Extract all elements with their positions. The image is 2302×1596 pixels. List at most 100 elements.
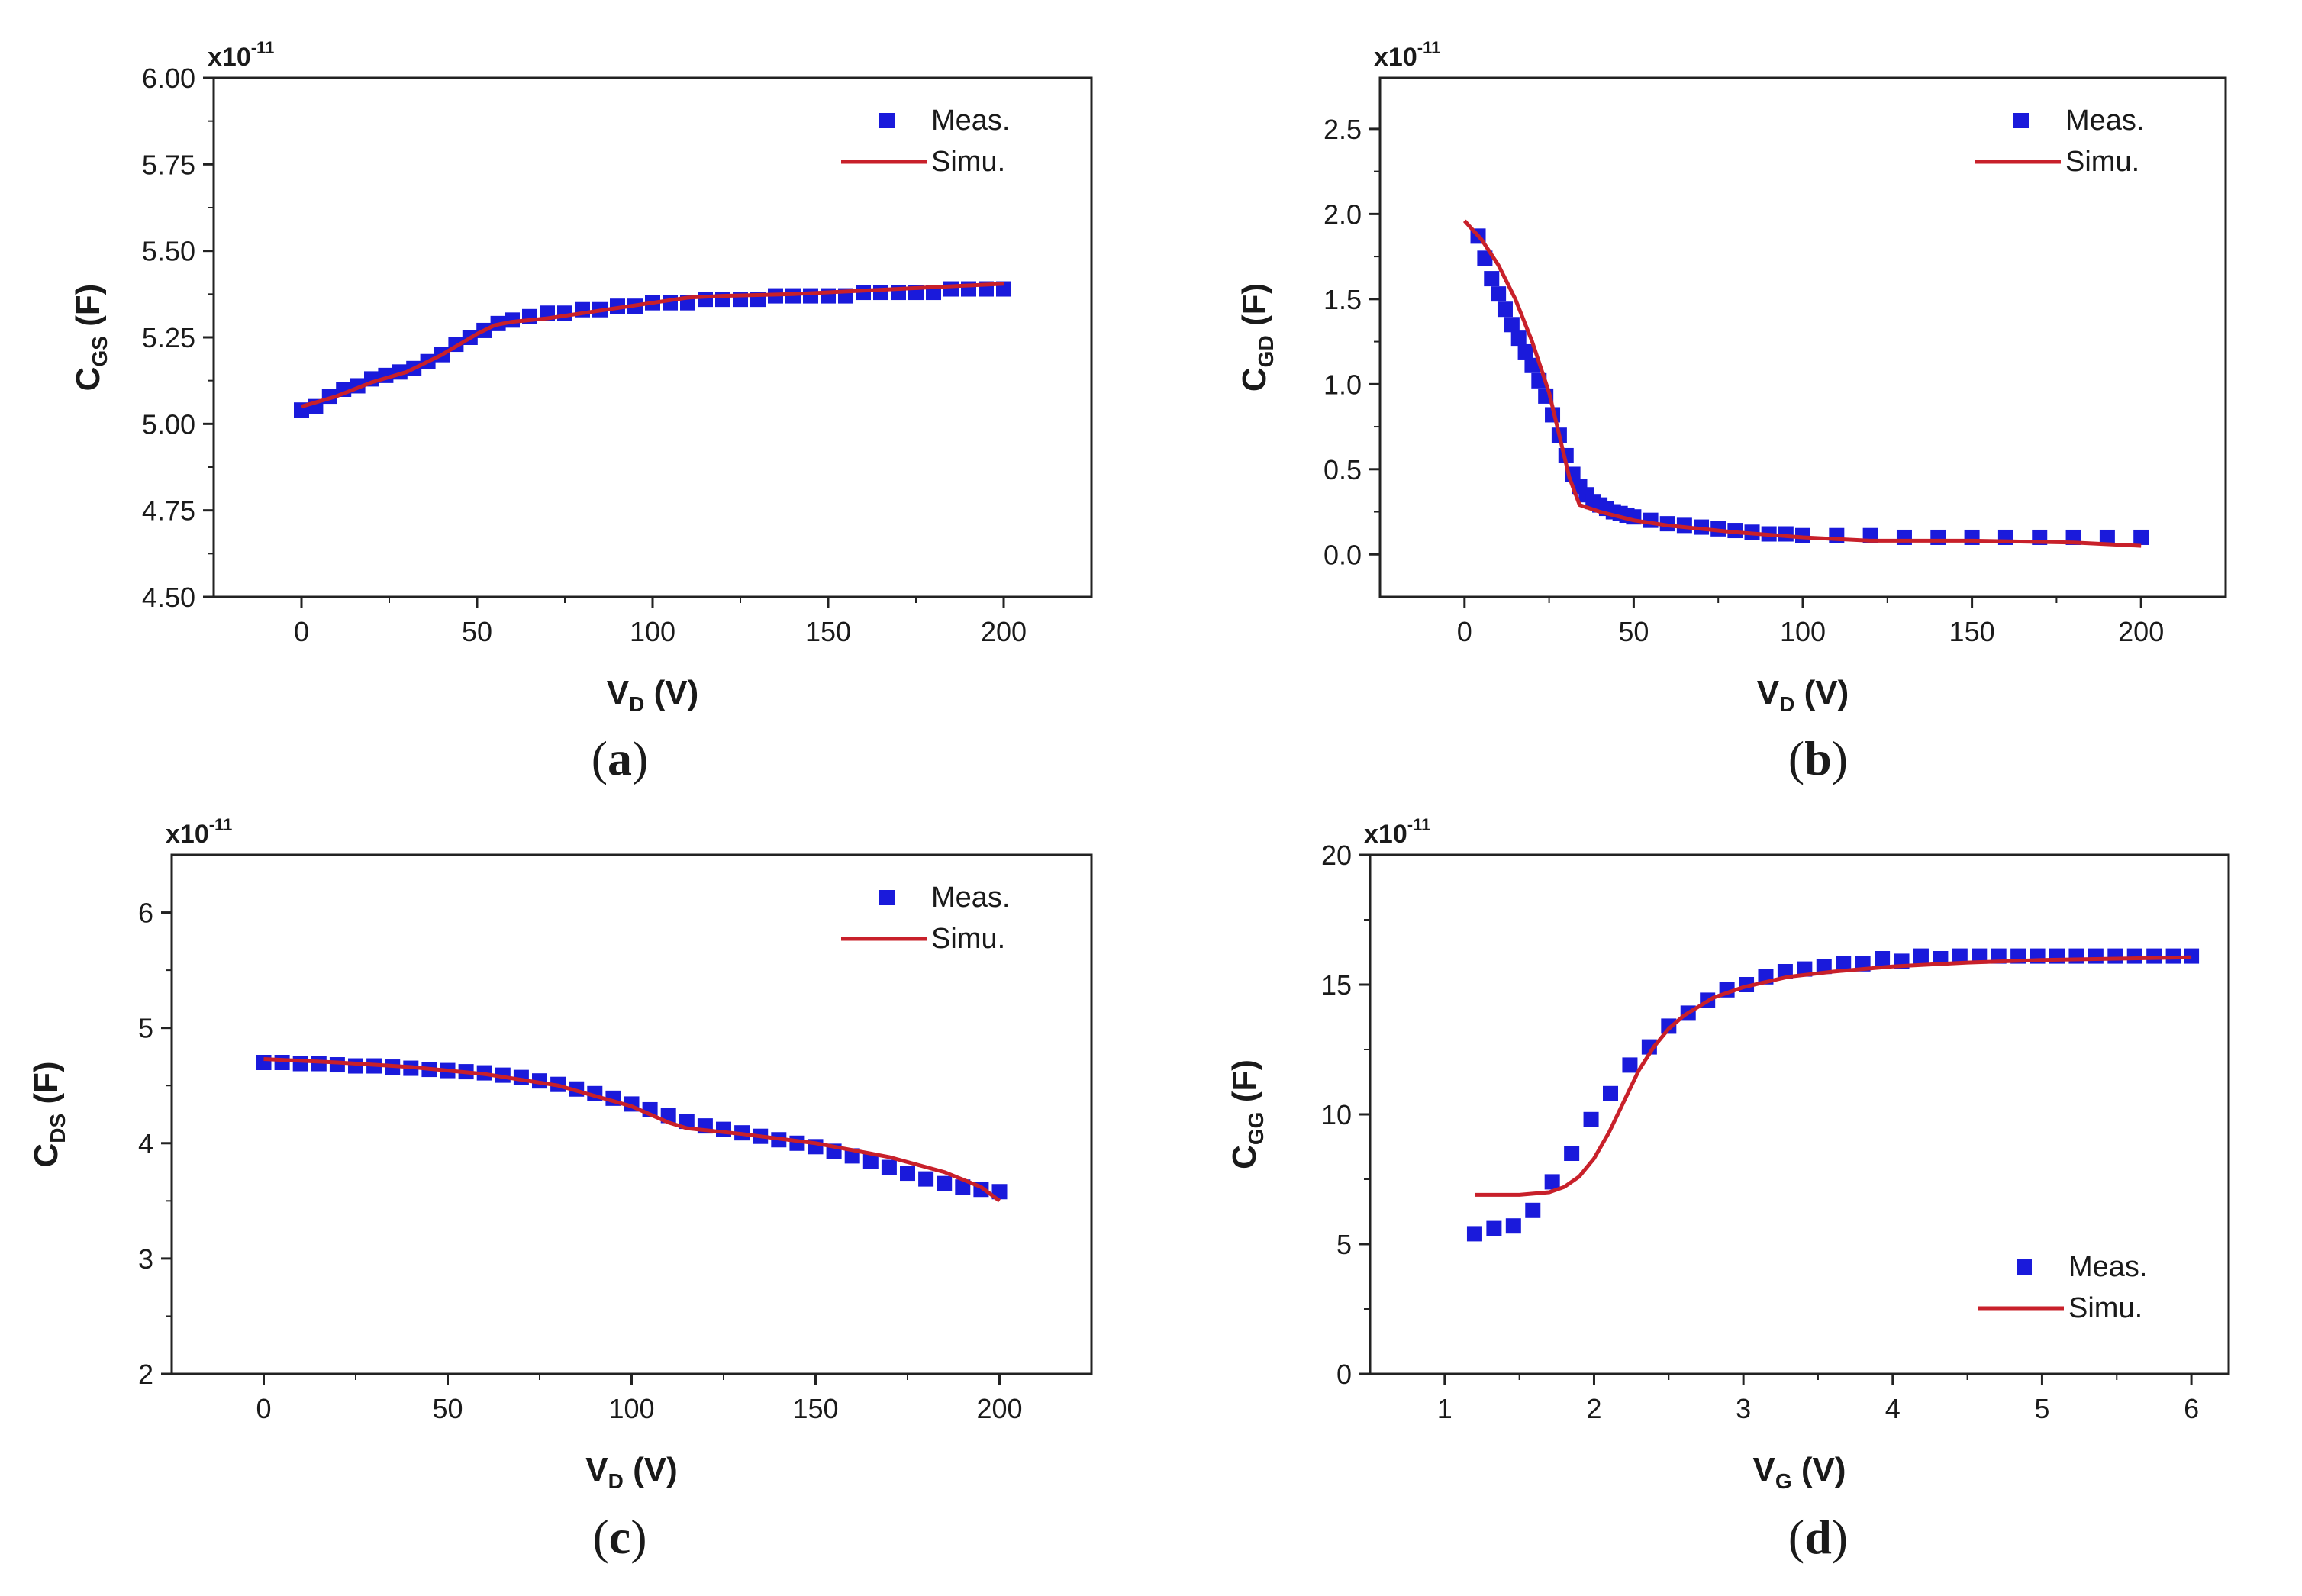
legend-label-simu: Simu.	[931, 146, 1005, 178]
chart-panel-b: 0 50 100 150 200 0.0 0.5 1.0 1.5 2.0 2.5 x10-11 CGD …	[1236, 38, 2227, 785]
data-layer	[1462, 219, 2149, 548]
legend: Meas. Simu.	[1975, 105, 2144, 178]
y-tick-label: 1.0	[1323, 369, 1362, 400]
simu-line	[1475, 955, 2192, 1197]
panel-label: (b)	[1788, 731, 1848, 785]
axis-multiplier-exponent: -11	[209, 815, 233, 834]
meas-point	[1504, 317, 1520, 333]
meas-point	[698, 292, 713, 308]
meas-point	[1816, 959, 1832, 975]
x-tick-label: 1	[1437, 1393, 1452, 1424]
meas-point	[1491, 286, 1507, 302]
meas-point	[1466, 1226, 1482, 1242]
panel-label: (c)	[592, 1510, 646, 1564]
x-tick-label: 150	[805, 616, 851, 647]
y-tick-label: 5	[138, 1013, 153, 1044]
y-axis-label: CGS (F)	[69, 284, 111, 392]
meas-point	[1622, 1057, 1638, 1073]
simu-line	[1462, 219, 2142, 548]
y-tick-label: 2.0	[1323, 198, 1362, 230]
meas-point	[716, 1121, 731, 1137]
x-axis-label: VD (V)	[585, 1451, 677, 1493]
x-tick-label: 50	[462, 616, 492, 647]
meas-point	[900, 1166, 915, 1182]
meas-point	[2107, 948, 2123, 964]
meas-point	[1505, 1218, 1521, 1234]
meas-point	[1896, 529, 1912, 545]
meas-point	[937, 1175, 953, 1191]
meas-point	[991, 1184, 1008, 1200]
y-tick-label: 4	[138, 1128, 153, 1159]
y-tick-label: 4.75	[142, 495, 195, 527]
legend: Meas. Simu.	[841, 882, 1010, 955]
meas-point	[2133, 529, 2149, 545]
meas-point	[2126, 948, 2142, 964]
legend-label-meas: Meas.	[2068, 1251, 2147, 1283]
legend: Meas. Simu.	[1978, 1251, 2147, 1324]
x-tick-label: 150	[1949, 616, 1995, 647]
y-tick-label: 5.25	[142, 322, 195, 353]
meas-point	[803, 288, 818, 304]
x-tick-label: 0	[256, 1393, 271, 1424]
y-tick-label: 5.00	[142, 408, 195, 440]
x-tick-label: 200	[2118, 616, 2164, 647]
y-tick-label: 5	[1336, 1229, 1352, 1260]
legend-marker-meas	[879, 890, 895, 905]
axis-multiplier-exponent: -11	[1407, 815, 1431, 834]
meas-point	[1913, 948, 1929, 964]
legend-marker-meas	[2013, 113, 2029, 128]
data-layer	[294, 281, 1011, 418]
meas-point	[1603, 1085, 1618, 1101]
y-tick-label: 4.50	[142, 582, 195, 613]
meas-point	[862, 1153, 879, 1169]
meas-point	[1661, 1018, 1677, 1034]
legend-marker-meas	[2017, 1259, 2032, 1275]
meas-point	[2088, 948, 2104, 964]
data-layer	[1466, 948, 2200, 1242]
x-tick-label: 0	[294, 616, 309, 647]
x-tick-label: 5	[2034, 1393, 2049, 1424]
meas-point	[2184, 948, 2200, 964]
meas-point	[1564, 1146, 1580, 1161]
meas-point	[1517, 343, 1533, 360]
chart-panel-d: 1 2 3 4 5 6 0 5 10 15 20 x10-11 CGG (F) VG (V) Meas. Si…	[1226, 815, 2230, 1564]
y-tick-label: 0.5	[1323, 454, 1362, 485]
axis-multiplier: x10-11	[208, 38, 274, 72]
meas-point	[1836, 956, 1852, 972]
meas-point	[918, 1171, 934, 1187]
meas-point	[292, 1056, 308, 1072]
x-tick-label: 100	[608, 1393, 654, 1424]
meas-point	[1875, 951, 1891, 966]
meas-point	[881, 1159, 897, 1175]
meas-point	[1510, 330, 1527, 347]
legend-label-simu: Simu.	[931, 923, 1005, 955]
y-axis-label: CGG (F)	[1226, 1059, 1268, 1169]
legend-label-meas: Meas.	[931, 105, 1010, 137]
x-tick-label: 6	[2184, 1393, 2199, 1424]
meas-point	[1486, 1220, 1502, 1236]
meas-point	[1484, 271, 1500, 287]
simu-line	[263, 1057, 1001, 1203]
panels: 0 50 100 150 2004.504.755.005.255.505.756.00…	[27, 38, 2230, 1564]
meas-point	[1524, 357, 1540, 373]
simu-line	[301, 282, 1004, 409]
meas-point	[1972, 948, 1988, 964]
x-axis-label: VD (V)	[1757, 674, 1849, 716]
y-tick-label: 15	[1321, 969, 1352, 1001]
chart-panel-c: 0 50 100 150 200 2 3 4 5 6 x10-11 CDS (F) VD (V) Meas…	[27, 815, 1093, 1564]
y-tick-label: 6	[138, 898, 153, 929]
data-layer	[256, 1055, 1008, 1203]
axis-multiplier-exponent: -11	[251, 38, 275, 57]
y-tick-label: 1.5	[1323, 284, 1362, 315]
meas-point	[873, 285, 888, 301]
y-tick-label: 10	[1321, 1099, 1352, 1130]
legend-label-meas: Meas.	[931, 882, 1010, 914]
legend-label-simu: Simu.	[2068, 1292, 2142, 1324]
y-tick-label: 5.50	[142, 236, 195, 267]
legend-marker-meas	[879, 113, 895, 128]
y-axis-label: CDS (F)	[27, 1061, 69, 1167]
legend-label-meas: Meas.	[2065, 105, 2144, 137]
y-tick-label: 0.0	[1323, 539, 1362, 570]
legend: Meas. Simu.	[841, 105, 1010, 178]
